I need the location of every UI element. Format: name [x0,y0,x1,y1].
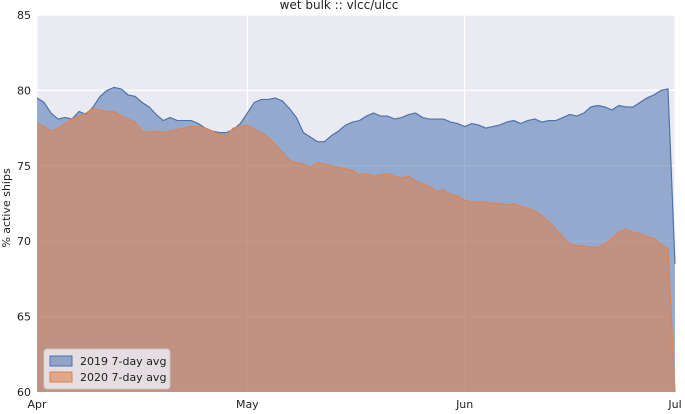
y-tick-label: 80 [17,84,31,97]
x-tick-label: Jun [455,398,473,411]
chart-title: wet bulk :: vlcc/ulcc [280,0,399,12]
y-tick-label: 60 [17,386,31,399]
series-line-1 [36,107,676,393]
series-area-1 [37,108,675,392]
legend-swatch [49,355,73,367]
legend-swatch [49,371,73,383]
legend [43,348,171,390]
y-tick-label: 85 [17,9,31,22]
x-tick-label: Apr [27,398,47,411]
series-line-0 [36,86,676,264]
y-axis-label: % active ships [0,168,13,248]
y-tick-label: 70 [17,235,31,248]
legend-label: 2020 7-day avg [80,371,166,384]
x-tick-label: May [236,398,259,411]
y-tick-label: 65 [17,311,31,324]
y-tick-label: 75 [17,160,31,173]
x-tick-label: Jul [667,398,681,411]
legend-label: 2019 7-day avg [80,355,166,368]
